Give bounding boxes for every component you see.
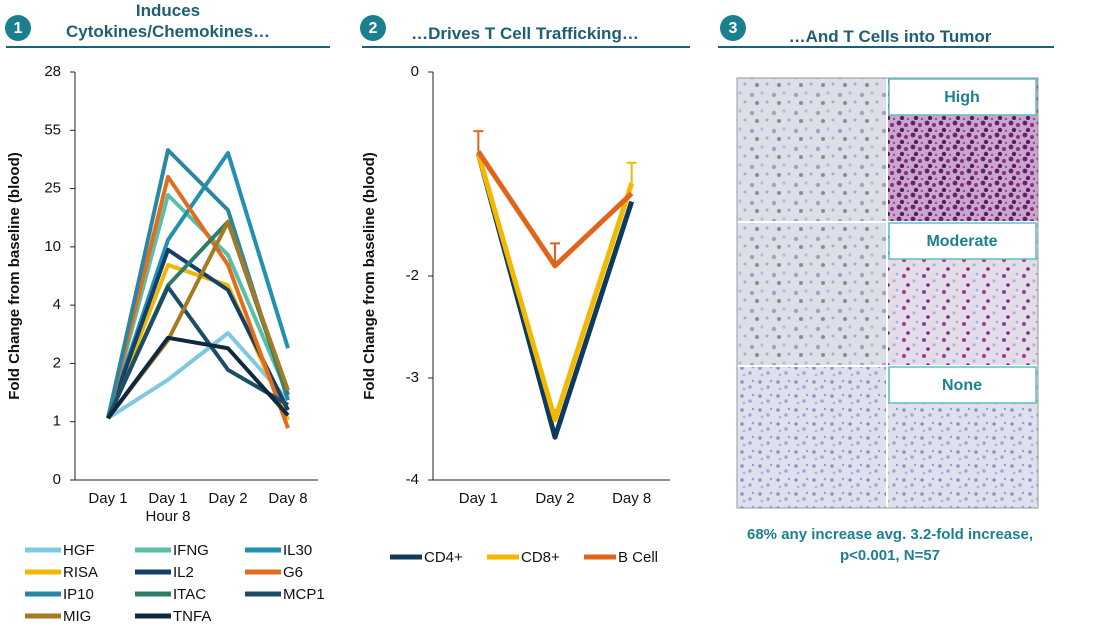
- grade-label: None: [942, 377, 982, 394]
- legend-label: IFNG: [173, 542, 209, 559]
- panel-badge: [720, 15, 746, 41]
- panel-badge: [5, 15, 31, 41]
- series-line: [106, 174, 290, 429]
- legend-label: TNFA: [173, 608, 211, 625]
- series-line: [475, 152, 635, 423]
- series-line: [106, 331, 290, 420]
- panel-number: 3: [729, 20, 738, 37]
- legend-label: IL2: [173, 564, 194, 581]
- x-tick-label: Day 1: [458, 490, 498, 507]
- y-tick-label: 25: [44, 180, 61, 197]
- y-tick-label: 0: [411, 63, 419, 80]
- x-tick-label: Day 1 Hour 8: [145, 490, 191, 525]
- y-tick-label: 4: [53, 296, 61, 313]
- y-tick-label: 10: [44, 238, 61, 255]
- legend-label: RISA: [63, 564, 98, 581]
- legend-label: B Cell: [618, 549, 658, 566]
- series-line: [106, 192, 290, 419]
- x-tick-label: Day 8: [268, 490, 308, 507]
- legend-label: CD4+: [424, 549, 463, 566]
- legend-label: CD8+: [521, 549, 560, 566]
- y-axis-title: Fold Change from baseline (blood): [6, 152, 23, 400]
- x-tick-label: Day 2: [208, 490, 248, 507]
- legend-label: MIG: [63, 608, 91, 625]
- panel-number: 1: [14, 20, 23, 37]
- y-tick-label: 1: [53, 413, 61, 430]
- series-line: [475, 152, 635, 440]
- y-axis-title: Fold Change from baseline (blood): [361, 152, 378, 400]
- grade-label: Moderate: [926, 233, 997, 250]
- legend-label: MCP1: [283, 586, 325, 603]
- legend-label: IL30: [283, 542, 312, 559]
- series-line: [106, 285, 290, 420]
- y-tick-label: 0: [53, 471, 61, 488]
- legend-label: HGF: [63, 542, 95, 559]
- panel-title: …And T Cells into Tumor: [788, 27, 992, 46]
- grade-label: High: [944, 89, 980, 106]
- caption: 68% any increase avg. 3.2-fold increase,…: [747, 526, 1033, 564]
- y-tick-label: 55: [44, 121, 61, 138]
- y-tick-label: 2: [53, 354, 61, 371]
- grade-box: [888, 222, 1037, 260]
- x-tick-label: Day 1: [88, 490, 128, 507]
- grade-box: [888, 78, 1037, 116]
- y-tick-label: -4: [406, 471, 419, 488]
- legend-label: ITAC: [173, 586, 206, 603]
- chart-title: Induces Cytokines/Chemokines…: [65, 1, 271, 41]
- y-tick-label: -3: [406, 369, 419, 386]
- y-tick-label: -2: [406, 267, 419, 284]
- grade-box: [888, 366, 1037, 404]
- y-tick-label: 28: [44, 63, 61, 80]
- series-line: [106, 335, 290, 420]
- legend-label: G6: [283, 564, 303, 581]
- x-tick-label: Day 8: [612, 490, 652, 507]
- legend-label: IP10: [63, 586, 94, 603]
- panel-number: 2: [369, 20, 378, 37]
- x-tick-label: Day 2: [535, 490, 575, 507]
- panel-badge: [360, 15, 386, 41]
- tissue-image: [736, 77, 1039, 509]
- series-line: [106, 151, 290, 419]
- chart-title: …Drives T Cell Trafficking…: [411, 24, 639, 43]
